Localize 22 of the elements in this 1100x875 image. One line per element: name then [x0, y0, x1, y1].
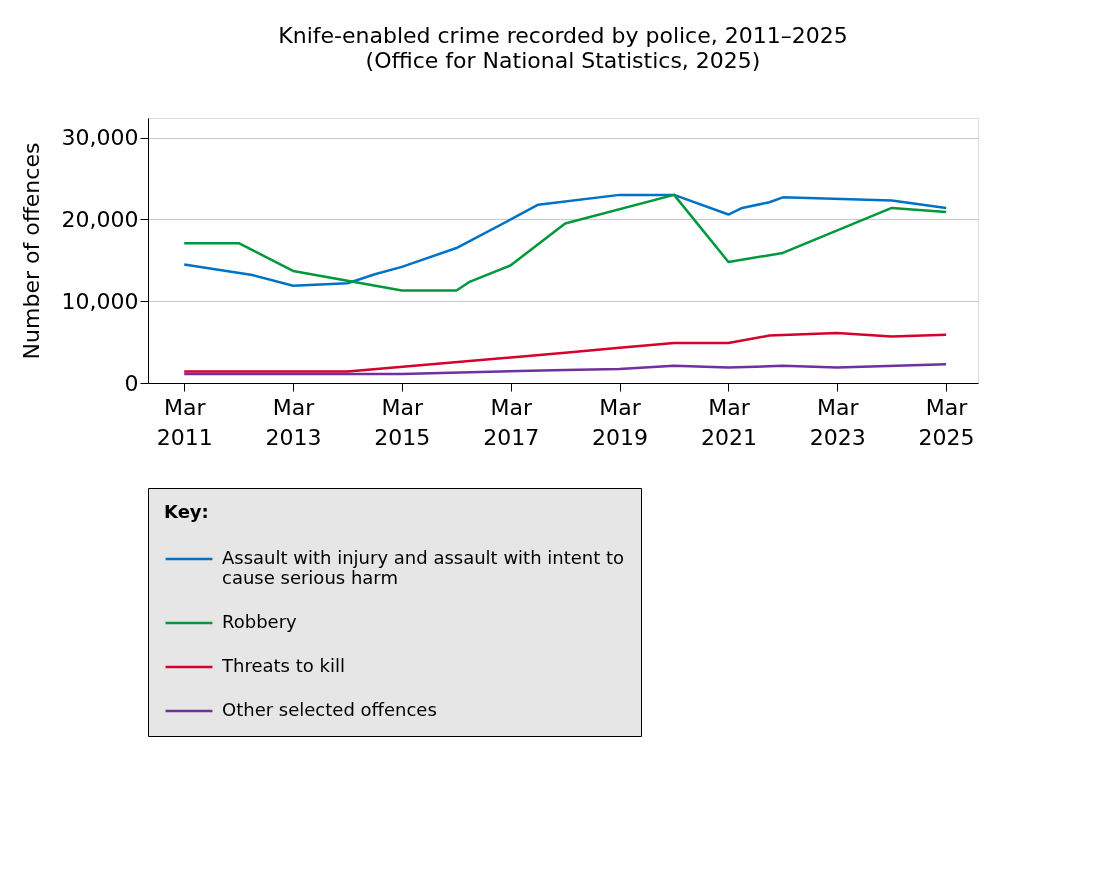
y-tick-label: 0	[124, 370, 139, 396]
x-tick-label: Mar 2013	[265, 394, 322, 450]
x-tick-label: Mar 2025	[918, 394, 975, 450]
legend-label: Assault with injury and assault with intent to cause serious harm	[222, 547, 625, 588]
x-tick-label: Mar 2011	[156, 394, 213, 450]
legend-label: Threats to kill	[221, 655, 345, 676]
x-tick-label: Mar 2019	[592, 394, 649, 450]
line-series	[182, 362, 948, 376]
x-tick-label: Mar 2015	[374, 394, 431, 450]
legend-label: Other selected offences	[222, 699, 437, 720]
chart-subtitle: (Office for National Statistics, 2025)	[365, 48, 761, 73]
legend-title: Key:	[164, 501, 209, 522]
x-tick-label: Mar 2017	[483, 394, 540, 450]
x-tick-label: Mar 2023	[809, 394, 866, 450]
y-axis-title: Number of offences	[18, 142, 44, 360]
y-tick-label: 10,000	[61, 288, 139, 314]
y-tick-label: 30,000	[61, 125, 139, 151]
y-tick-label: 20,000	[61, 206, 139, 232]
line-series	[182, 331, 948, 373]
legend-label: Robbery	[222, 611, 298, 632]
x-tick-label: Mar 2021	[700, 394, 757, 450]
chart-title: Knife-enabled crime recorded by police, 2011–2025	[278, 23, 848, 48]
